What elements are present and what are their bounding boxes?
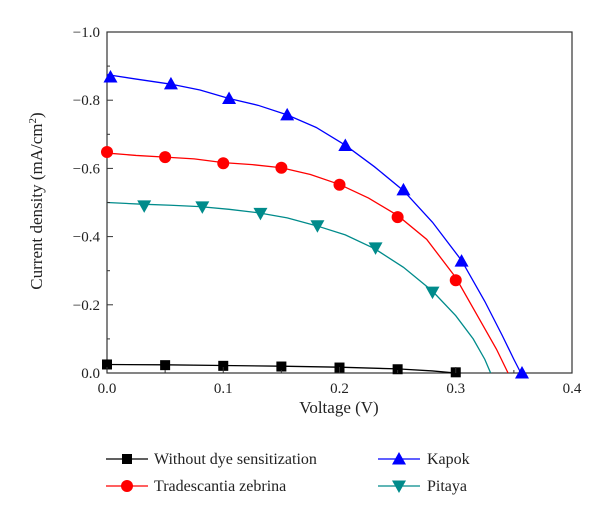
data-point [310,220,325,233]
legend-label: Pitaya [427,478,467,495]
data-point [391,211,404,224]
data-point [449,274,462,287]
data-point [217,157,230,170]
data-point [253,207,268,221]
y-tick-label: −0.4 [73,230,101,246]
data-point [160,360,171,371]
x-tick-label: 0.1 [214,381,233,397]
data-point [515,366,530,379]
x-tick-label: 0.3 [446,381,465,397]
data-point [159,151,172,164]
x-tick-label: 0.0 [98,381,117,397]
legend: Without dye sensitization Tradescantia ze… [106,451,470,495]
y-axis-label-main: Current density (mA/cm [27,123,46,289]
data-point [392,364,403,375]
y-tick-label: −0.6 [73,161,101,177]
series-1 [101,146,509,374]
x-axis-label: Voltage (V) [299,398,378,417]
y-tick-label: −0.8 [73,93,100,109]
series-line [106,152,509,374]
data-point [276,361,287,372]
legend-marker [392,452,406,465]
plot-area [106,31,573,374]
legend-label: Kapok [427,451,470,468]
legend-item: Pitaya [378,478,467,495]
x-tick-label: 0.4 [563,381,582,397]
data-point [222,91,237,104]
data-point [102,359,112,370]
data-point [163,76,178,90]
series-2 [103,70,530,379]
data-point [396,182,411,196]
series-line [106,363,456,374]
legend-label: Without dye sensitization [154,451,317,468]
data-point [338,138,353,152]
legend-label: Tradescantia zebrina [154,478,286,495]
data-point [103,70,118,83]
legend-marker [392,480,406,493]
y-tick-label: −0.2 [73,298,100,314]
series-0 [102,359,461,378]
data-point [101,146,113,159]
legend-item: Kapok [378,451,470,468]
data-point [368,242,383,255]
y-axis-label-suffix: ) [27,112,46,118]
data-point [333,178,346,191]
data-point [280,107,295,121]
data-point [425,286,440,300]
x-tick-label: 0.2 [330,381,349,397]
legend-marker [121,480,133,492]
legend-item: Without dye sensitization [106,451,317,468]
series-line [106,201,492,374]
y-tick-label: −1.0 [73,25,100,41]
y-tick-label: 0.0 [81,366,100,382]
data-point [195,201,210,214]
data-point [218,360,229,371]
legend-item: Tradescantia zebrina [106,478,286,495]
data-point [275,161,288,174]
legend-marker [122,454,132,464]
data-point [137,200,152,213]
data-point [454,254,469,267]
series-3 [106,200,492,374]
y-axis-label: Current density (mA/cm2) [27,112,46,289]
y-axis-label-superscript: 2 [27,118,39,124]
